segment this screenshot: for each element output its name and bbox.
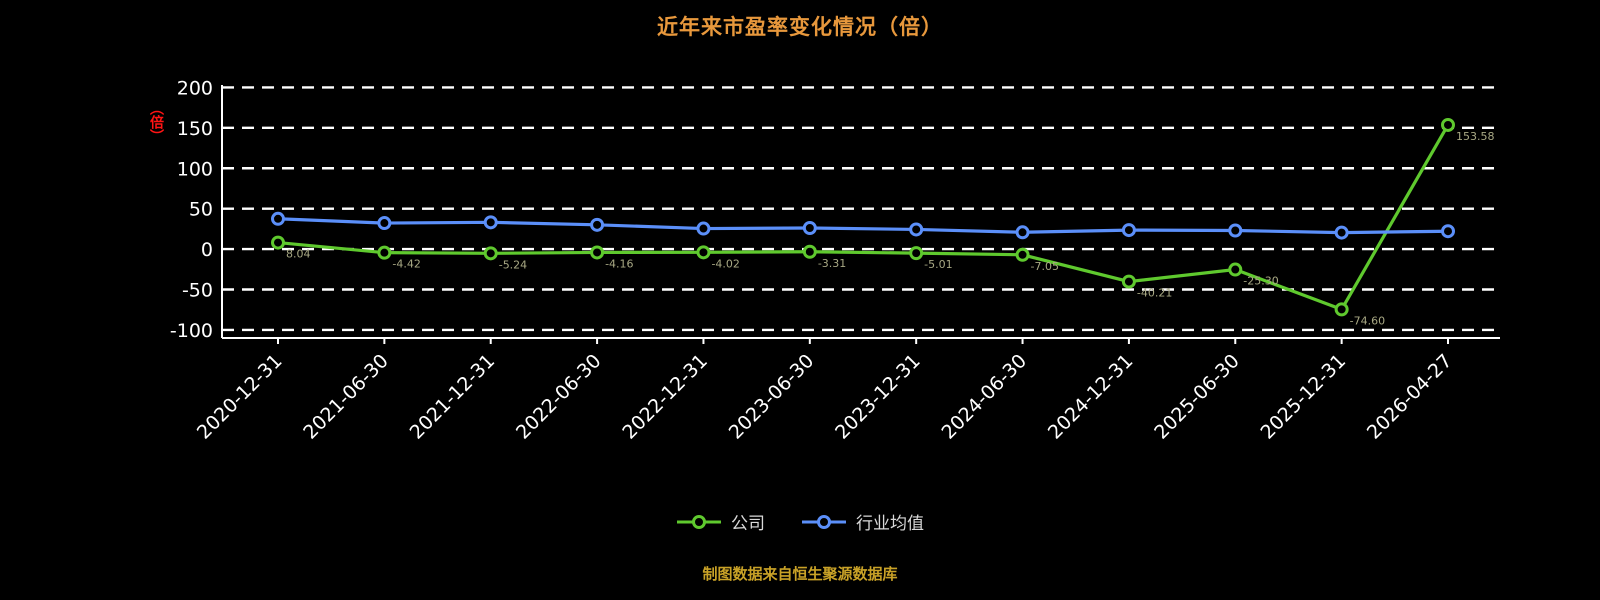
svg-text:2025-06-30: 2025-06-30 [1150,350,1244,444]
data-source-caption: 制图数据来自恒生聚源数据库 [702,565,898,583]
svg-text:-100: -100 [170,320,213,342]
svg-text:2023-12-31: 2023-12-31 [831,350,925,444]
svg-text:2021-06-30: 2021-06-30 [299,350,393,444]
svg-text:-25.30: -25.30 [1243,275,1278,288]
svg-text:-4.16: -4.16 [605,257,633,270]
svg-text:0: 0 [201,239,213,261]
svg-text:2021-12-31: 2021-12-31 [406,350,500,444]
legend: 公司 行业均值 [0,509,1600,534]
svg-text:150: 150 [177,118,213,140]
svg-text:2024-06-30: 2024-06-30 [937,350,1031,444]
legend-item-company: 公司 [676,509,765,534]
svg-text:2023-06-30: 2023-06-30 [725,350,819,444]
svg-text:100: 100 [177,158,213,180]
svg-text:-74.60: -74.60 [1350,314,1385,327]
svg-text:2022-12-31: 2022-12-31 [618,350,712,444]
svg-text:-50: -50 [182,280,213,302]
svg-text:2025-12-31: 2025-12-31 [1257,350,1351,444]
svg-text:-3.31: -3.31 [818,257,846,270]
svg-text:-4.02: -4.02 [711,257,739,270]
svg-text:200: 200 [177,77,213,99]
svg-text:2024-12-31: 2024-12-31 [1044,350,1138,444]
svg-text:2026-04-27: 2026-04-27 [1363,350,1457,444]
svg-text:-5.01: -5.01 [924,258,952,271]
svg-text:-4.42: -4.42 [392,258,420,271]
svg-text:-40.21: -40.21 [1137,287,1172,300]
company-line-marker-icon [676,514,722,530]
legend-label-company: 公司 [731,514,765,534]
svg-text:153.58: 153.58 [1456,130,1495,143]
svg-text:-5.24: -5.24 [499,258,527,271]
legend-label-industry-average: 行业均值 [856,514,924,534]
industry-line-marker-icon [801,514,847,530]
svg-text:2022-06-30: 2022-06-30 [512,350,606,444]
chart-title: 近年来市盈率变化情况（倍） [657,15,943,39]
svg-text:50: 50 [189,199,213,221]
legend-item-industry-average: 行业均值 [801,509,924,534]
y-axis-label: （倍） [148,101,164,143]
svg-text:8.04: 8.04 [286,248,311,261]
svg-text:-7.05: -7.05 [1031,260,1059,273]
svg-text:2020-12-31: 2020-12-31 [193,350,287,444]
